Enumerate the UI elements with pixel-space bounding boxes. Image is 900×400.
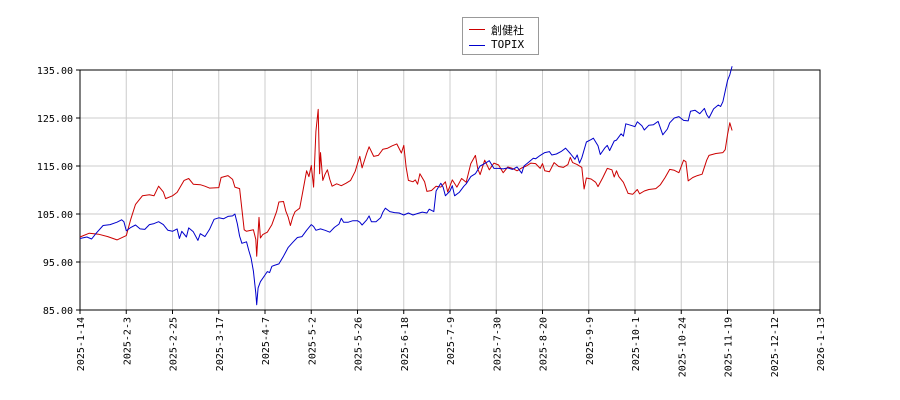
x-tick-label: 2025-7-30 <box>492 317 503 371</box>
y-tick-label: 135.00 <box>37 66 73 77</box>
x-tick-label: 2025-1-14 <box>76 317 87 371</box>
series-line-2 <box>79 66 733 306</box>
x-tick-label: 2025-10-1 <box>631 317 642 371</box>
y-tick-label: 105.00 <box>37 210 73 221</box>
series-group <box>79 66 733 306</box>
legend: 創健社 TOPIX <box>462 17 539 55</box>
x-tick-label: 2025-8-20 <box>539 317 550 371</box>
x-tick-label: 2025-7-9 <box>446 317 457 365</box>
y-axis: 135.00 125.00 115.00 105.00 95.00 85.00 <box>37 66 80 317</box>
x-tick-label: 2025-5-2 <box>307 317 318 365</box>
x-tick-label: 2026-1-13 <box>816 317 827 371</box>
y-tick-label: 85.00 <box>43 306 73 317</box>
y-tick-label: 95.00 <box>43 258 73 269</box>
x-tick-label: 2025-9-9 <box>585 317 596 365</box>
x-tick-label: 2025-2-3 <box>122 317 133 365</box>
x-tick-label: 2025-10-24 <box>677 317 688 377</box>
y-tick-label: 125.00 <box>37 114 73 125</box>
x-tick-label: 2025-5-26 <box>354 317 365 371</box>
x-tick-label: 2025-11-19 <box>724 317 735 377</box>
x-tick-label: 2025-6-18 <box>400 317 411 371</box>
series-line-1 <box>79 108 733 257</box>
x-axis: 2025-1-14 2025-2-3 2025-2-25 2025-3-17 2025-… <box>76 310 827 377</box>
legend-label-series-2: TOPIX <box>491 38 525 51</box>
x-tick-label: 2025-12-12 <box>770 317 781 377</box>
legend-swatch-series-2 <box>469 45 485 46</box>
x-tick-label: 2025-2-25 <box>169 317 180 371</box>
legend-swatch-series-1 <box>469 29 485 30</box>
legend-label-series-1: 創健社 <box>491 24 524 37</box>
x-tick-label: 2025-3-17 <box>215 317 226 371</box>
y-tick-label: 115.00 <box>37 162 73 173</box>
x-tick-label: 2025-4-7 <box>261 317 272 365</box>
